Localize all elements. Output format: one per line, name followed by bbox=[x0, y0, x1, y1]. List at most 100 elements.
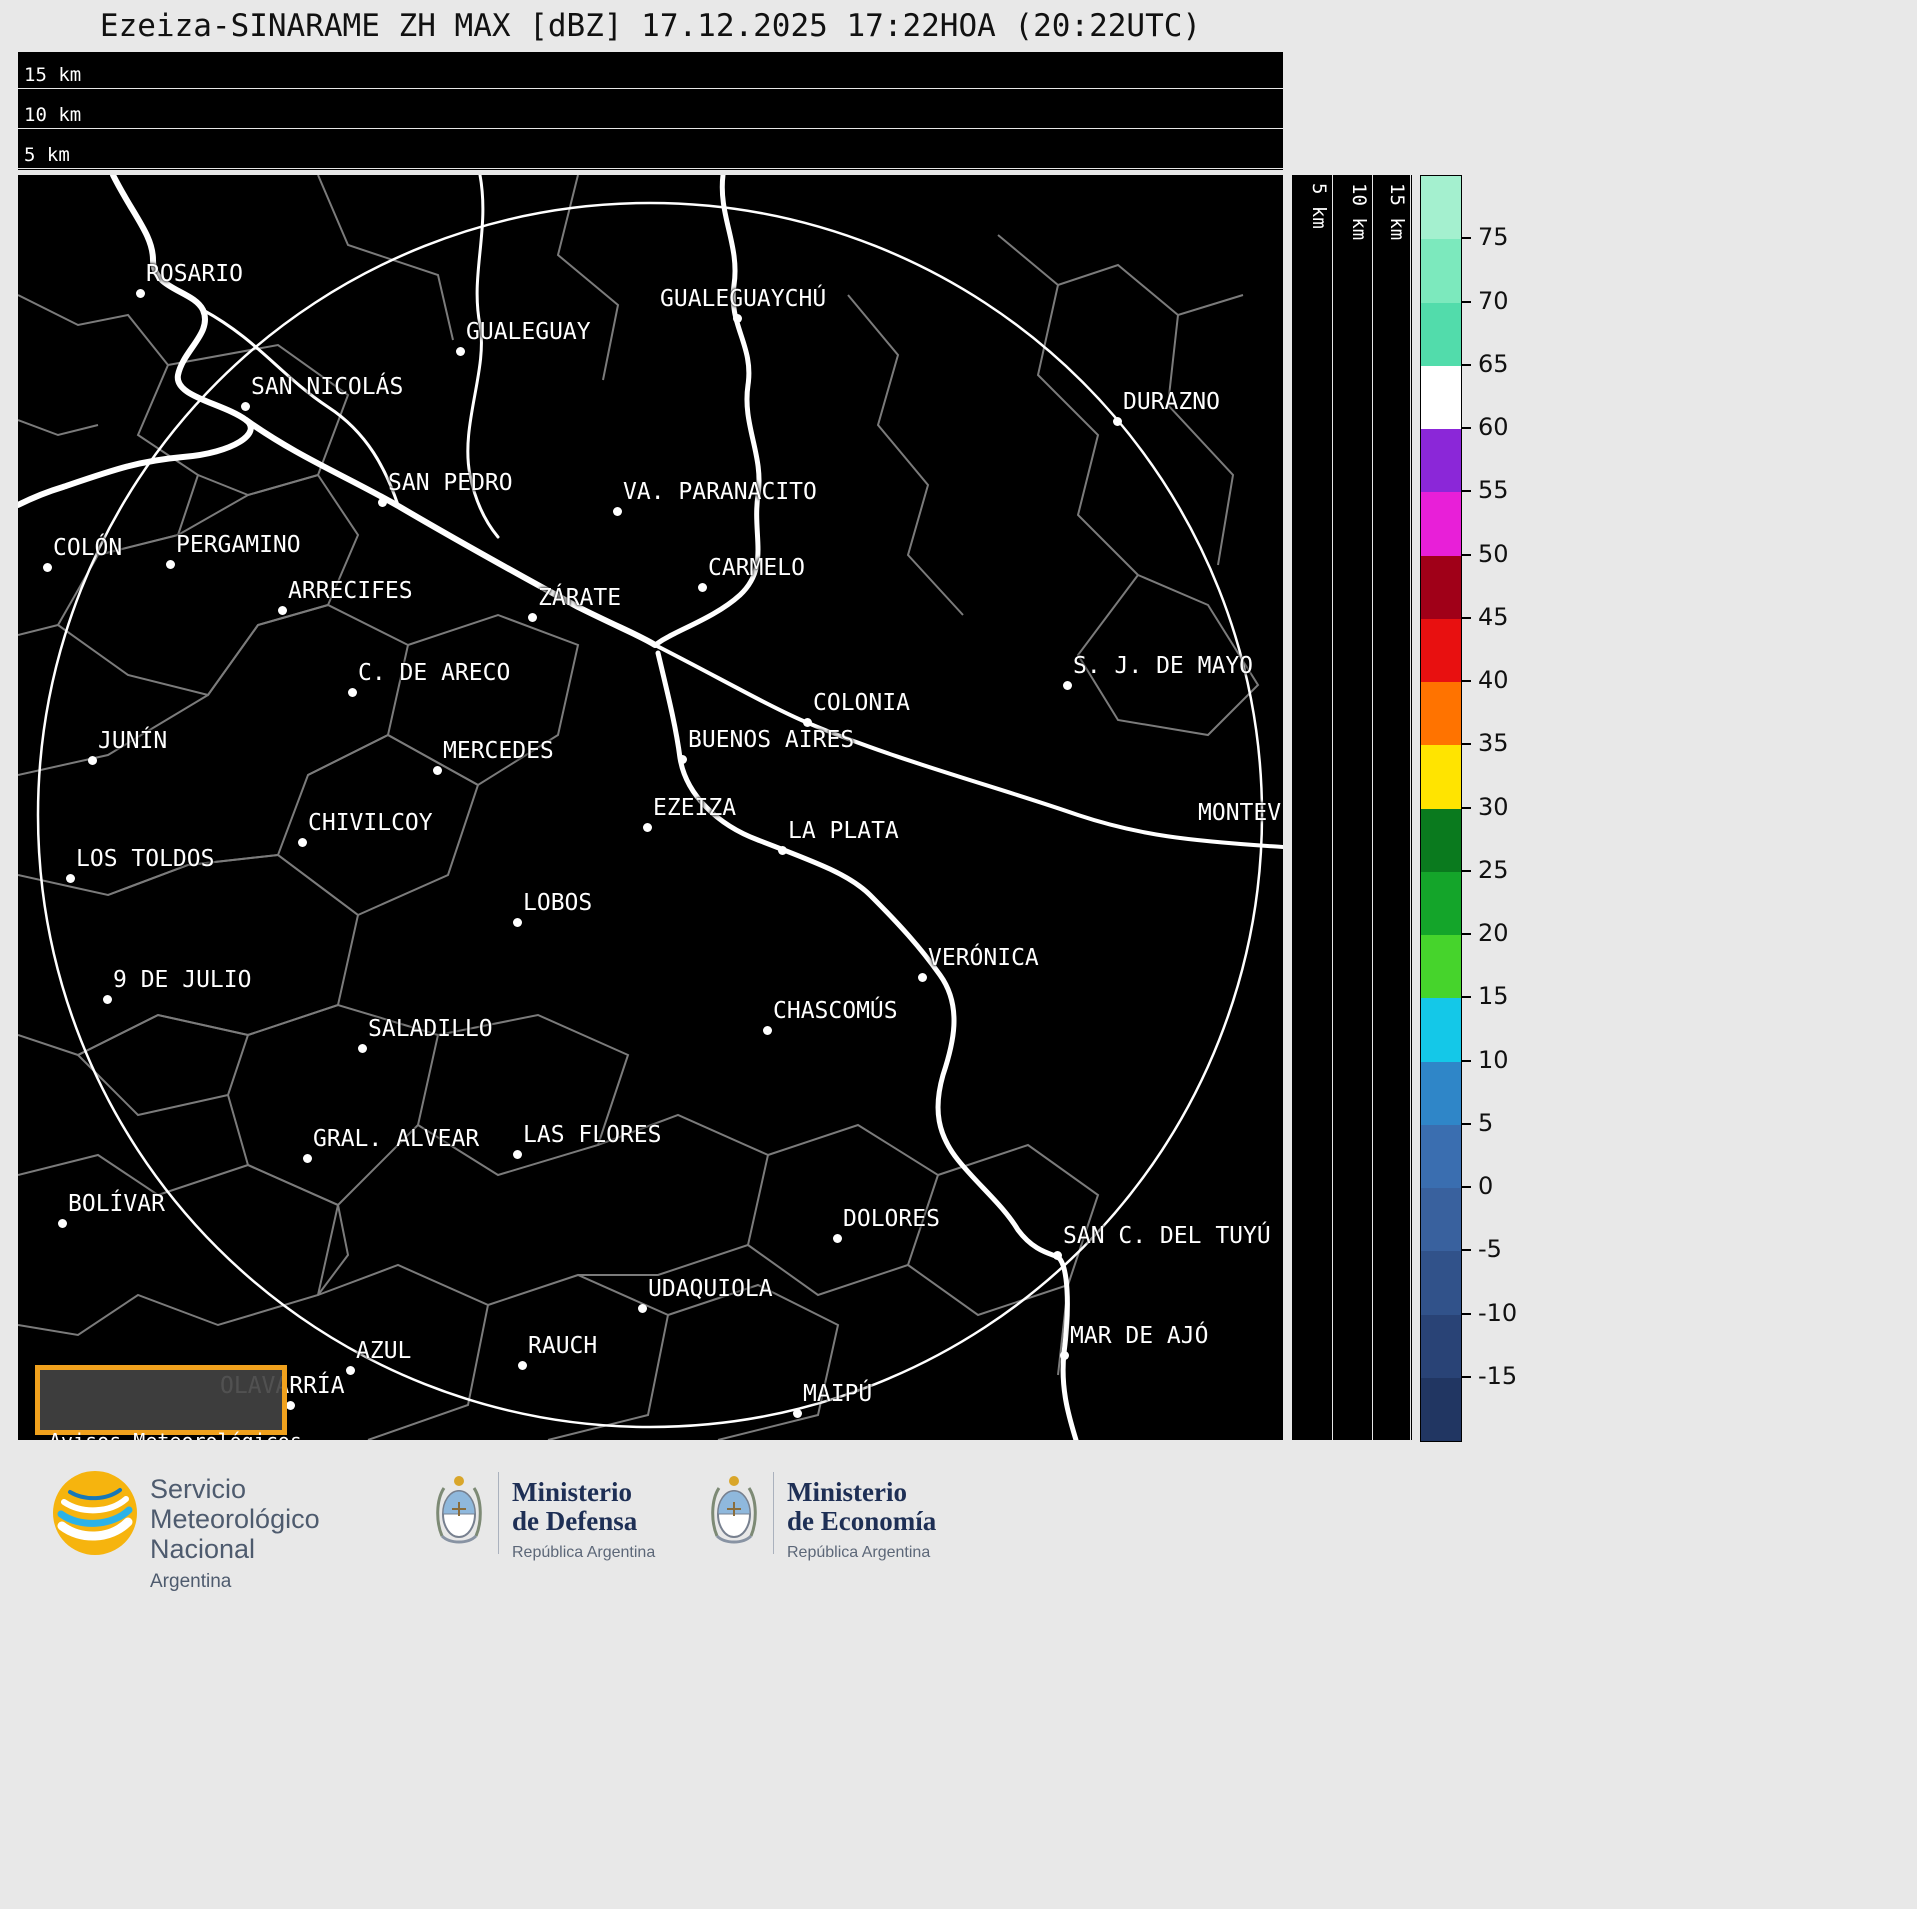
colorbar-tick bbox=[1462, 616, 1471, 619]
city-dot bbox=[733, 314, 742, 323]
defensa-line2: de Defensa bbox=[512, 1506, 638, 1536]
smn-logo bbox=[53, 1471, 137, 1555]
alert-box: Avisos Meteorológicos a Muy Corto Plazo bbox=[35, 1365, 302, 1440]
ministerio-economia: Ministerio de Economía República Argenti… bbox=[787, 1478, 936, 1562]
colorbar-segment bbox=[1421, 998, 1461, 1062]
city-label: C. DE ARECO bbox=[358, 660, 511, 686]
colorbar-tick-label: 10 bbox=[1478, 1045, 1509, 1074]
city-dot bbox=[638, 1304, 647, 1313]
page-title: Ezeiza-SINARAME ZH MAX [dBZ] 17.12.2025 … bbox=[99, 8, 1202, 44]
defensa-line1: Ministerio bbox=[512, 1477, 632, 1507]
city-dot bbox=[793, 1409, 802, 1418]
altitude-label: 10 km bbox=[24, 104, 82, 126]
city-dot bbox=[66, 874, 75, 883]
range-ring bbox=[36, 201, 1264, 1429]
colorbar-tick-label: -15 bbox=[1478, 1361, 1518, 1390]
city-label: ARRECIFES bbox=[288, 578, 413, 604]
colorbar-tick bbox=[1462, 1186, 1471, 1188]
city-label: AZUL bbox=[356, 1338, 412, 1364]
city-dot bbox=[833, 1234, 842, 1243]
colorbar-tick-label: -10 bbox=[1478, 1298, 1518, 1327]
rivers bbox=[18, 175, 1283, 1440]
altitude-label: 5 km bbox=[1308, 183, 1330, 229]
colorbar-segment bbox=[1421, 239, 1461, 303]
city-label: COLONIA bbox=[813, 690, 910, 716]
city-label: RAUCH bbox=[528, 1333, 598, 1359]
colorbar-segment bbox=[1421, 1124, 1461, 1189]
colorbar-segment bbox=[1421, 1188, 1461, 1252]
colorbar-tick bbox=[1462, 1375, 1471, 1378]
city-label: MAR DE AJÓ bbox=[1070, 1323, 1209, 1349]
colorbar-tick bbox=[1462, 806, 1471, 809]
colorbar-tick bbox=[1462, 427, 1471, 429]
colorbar-segment bbox=[1421, 808, 1461, 873]
city-label: EZEIZA bbox=[653, 795, 737, 821]
city-dot bbox=[58, 1219, 67, 1228]
colorbar-tick-label: 30 bbox=[1478, 792, 1509, 821]
colorbar-segment bbox=[1421, 429, 1461, 493]
footer-divider bbox=[773, 1472, 774, 1554]
colorbar-tick bbox=[1462, 237, 1471, 240]
city-label: UDAQUIOLA bbox=[648, 1276, 773, 1302]
city-label: ROSARIO bbox=[146, 261, 243, 287]
city-dot bbox=[378, 498, 387, 507]
colorbar-tick bbox=[1462, 680, 1471, 682]
city-dot bbox=[918, 973, 927, 982]
colorbar-tick-label: 45 bbox=[1478, 602, 1509, 631]
colorbar-segment bbox=[1421, 555, 1461, 620]
altitude-label: 10 km bbox=[1348, 183, 1370, 241]
colorbar-tick-label: 55 bbox=[1478, 476, 1509, 505]
city-label: ZÁRATE bbox=[538, 585, 622, 611]
colorbar-tick-label: 20 bbox=[1478, 919, 1509, 947]
city-label: PERGAMINO bbox=[176, 532, 301, 558]
city-dot bbox=[513, 918, 522, 927]
city-label: GUALEGUAY bbox=[466, 319, 591, 345]
basemap bbox=[18, 175, 1283, 1440]
city-dot bbox=[348, 688, 357, 697]
city-dot bbox=[1113, 417, 1122, 426]
range-ring-layer bbox=[36, 201, 1264, 1429]
colorbar-segment bbox=[1421, 176, 1461, 240]
city-label: COLÓN bbox=[53, 535, 123, 561]
ministerio-defensa: Ministerio de Defensa República Argentin… bbox=[512, 1478, 655, 1562]
city-dot bbox=[778, 846, 787, 855]
city-dot bbox=[678, 755, 687, 764]
city-dot bbox=[613, 507, 622, 516]
colorbar-segment bbox=[1421, 1251, 1461, 1315]
colorbar-tick bbox=[1462, 1312, 1471, 1315]
city-label: SAN PEDRO bbox=[388, 470, 513, 496]
colorbar-scale bbox=[1420, 175, 1462, 1442]
city-label: SALADILLO bbox=[368, 1016, 493, 1042]
city-dot bbox=[643, 823, 652, 832]
colorbar-segment bbox=[1421, 618, 1461, 683]
colorbar-segment bbox=[1421, 1061, 1461, 1126]
colorbar-segment bbox=[1421, 1377, 1461, 1441]
economia-sub: República Argentina bbox=[787, 1544, 931, 1561]
colorbar-segment bbox=[1421, 745, 1461, 809]
alert-box-line1: Avisos Meteorológicos bbox=[49, 1428, 302, 1440]
city-dot bbox=[136, 289, 145, 298]
colorbar-tick bbox=[1462, 933, 1471, 935]
city-label: BUENOS AIRES bbox=[688, 727, 855, 753]
colorbar: 75 70 65 60 55 50 45 40 35 30 25 20 15 10 5 0 -5 -10 -15 bbox=[1420, 175, 1550, 1475]
smn-line3: Nacional bbox=[150, 1534, 256, 1564]
city-dot bbox=[358, 1044, 367, 1053]
top-profile-echoes bbox=[18, 52, 1283, 170]
colorbar-tick-label: 15 bbox=[1478, 982, 1509, 1011]
colorbar-tick bbox=[1462, 490, 1471, 493]
colorbar-tick bbox=[1462, 1249, 1471, 1252]
colorbar-segment bbox=[1421, 871, 1461, 936]
colorbar-tick bbox=[1462, 300, 1471, 303]
smn-country: Argentina bbox=[150, 1571, 232, 1592]
colorbar-tick bbox=[1462, 996, 1471, 999]
altitude-label: 15 km bbox=[1386, 183, 1408, 241]
city-dot bbox=[456, 347, 465, 356]
colorbar-segment bbox=[1421, 1314, 1461, 1379]
colorbar-tick bbox=[1462, 869, 1471, 872]
smn-line1: Servicio bbox=[150, 1474, 247, 1504]
colorbar-tick-label: 40 bbox=[1478, 666, 1509, 694]
colorbar-tick bbox=[1462, 1122, 1471, 1125]
city-label: CHASCOMÚS bbox=[773, 998, 898, 1024]
city-label: DOLORES bbox=[843, 1206, 940, 1232]
city-dot bbox=[763, 1026, 772, 1035]
